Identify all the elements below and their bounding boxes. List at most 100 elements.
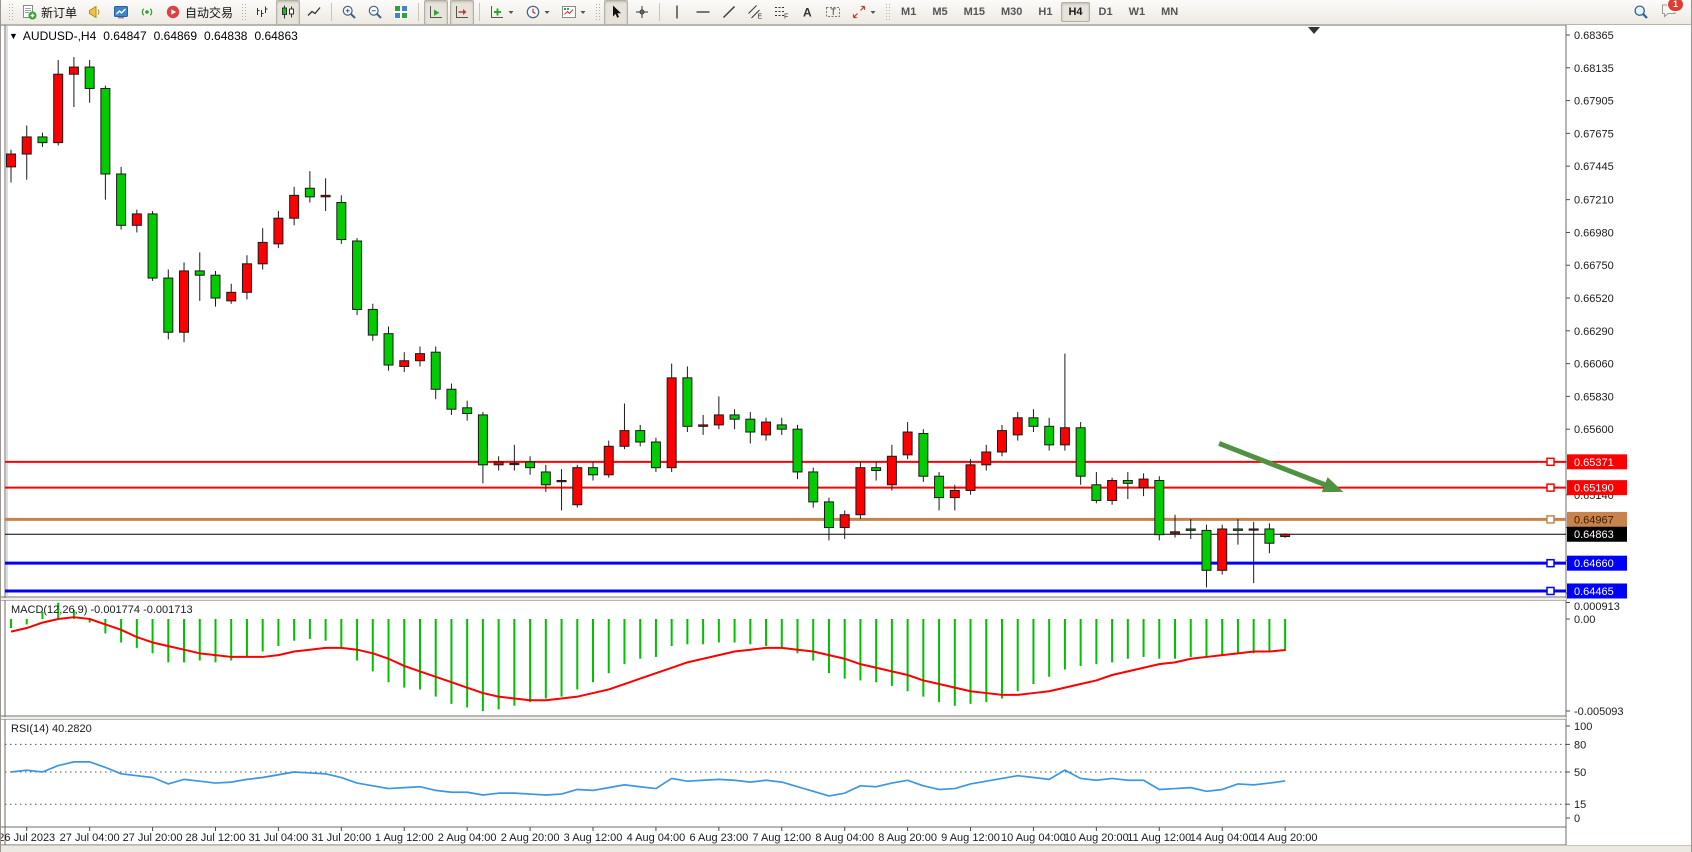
horizontal-line-button[interactable]	[691, 0, 715, 25]
svg-text:F: F	[784, 14, 788, 21]
timeframe-D1[interactable]: D1	[1098, 6, 1113, 18]
timeframe-M15[interactable]: M15	[963, 6, 985, 18]
macd-indicator-label: MACD(12,26,9) -0.001774 -0.001713	[11, 604, 193, 616]
line-handle[interactable]	[1546, 558, 1555, 568]
ohlc-open: 0.64847	[103, 29, 147, 43]
search-icon	[1633, 4, 1649, 20]
cursor-icon	[608, 4, 624, 20]
price-line-label-text: 0.64967	[1574, 514, 1614, 526]
zoom-out-button[interactable]	[363, 0, 387, 25]
toolbar-grip	[595, 3, 601, 21]
chart-window[interactable]: 0.68365 0.68135 0.67905 0.67675 0.67445 0.672…	[1, 25, 1692, 846]
vertical-line-button[interactable]	[665, 0, 689, 25]
macd-axis-label: 0.000913	[1574, 601, 1620, 613]
svg-text:A: A	[803, 6, 812, 20]
chart-canvas[interactable]: 0.68365 0.68135 0.67905 0.67675 0.67445 0.672…	[1, 25, 1692, 846]
timeframe-M5[interactable]: M5	[932, 6, 948, 18]
toolbar-separator	[659, 3, 661, 21]
chevron-down-icon[interactable]	[543, 4, 551, 20]
candle-body	[713, 414, 724, 426]
candle-body	[886, 455, 897, 486]
cursor-button[interactable]	[604, 0, 629, 25]
line-handle[interactable]	[1546, 483, 1555, 492]
line-handle[interactable]	[1546, 515, 1555, 524]
autotrading-button[interactable]: 自动交易	[161, 0, 237, 25]
line-handle[interactable]	[1546, 457, 1555, 467]
search-button[interactable]	[1629, 0, 1653, 25]
arrows-button[interactable]	[847, 0, 881, 25]
timeframe-M1[interactable]: M1	[901, 6, 917, 18]
toolbar-separator	[479, 3, 481, 21]
horizontal-lines-layer	[5, 457, 1566, 596]
price-tick: 0.66520	[1574, 293, 1614, 305]
periods-button[interactable]	[521, 0, 555, 25]
templates-button[interactable]	[557, 0, 591, 25]
candle-body	[477, 414, 488, 466]
auto-scroll-button[interactable]	[424, 0, 449, 25]
candle-body	[965, 464, 976, 491]
candle-body	[1217, 528, 1228, 571]
svg-text:T: T	[831, 7, 837, 17]
candle-body	[635, 430, 646, 443]
timeframe-H1[interactable]: H1	[1038, 6, 1053, 18]
candle-body	[588, 467, 599, 476]
chevron-down-icon[interactable]	[579, 4, 587, 20]
pane-separator[interactable]	[1, 598, 1566, 600]
candle-body	[855, 467, 866, 516]
autotrading-icon	[165, 4, 181, 20]
fibonacci-button[interactable]: F	[769, 0, 793, 25]
toolbar-grip	[8, 3, 13, 21]
tile-windows-button[interactable]	[389, 0, 413, 25]
chart-shift-button[interactable]	[450, 0, 475, 25]
new-order-button[interactable]: 新订单	[17, 0, 81, 25]
sound-button[interactable]	[83, 0, 107, 25]
ohlc-close: 0.64863	[254, 29, 298, 43]
candle-body	[446, 388, 457, 410]
trend-line-button[interactable]	[717, 0, 741, 25]
candle-body	[1044, 425, 1055, 446]
line-handle[interactable]	[1546, 586, 1555, 596]
candle-body	[1185, 528, 1196, 531]
candle-body	[131, 213, 142, 226]
pane-separator[interactable]	[1, 717, 1566, 719]
price-line-label-text: 0.64660	[1574, 558, 1614, 570]
time-axis[interactable]: 26 Jul 2023 27 Jul 04:00 27 Jul 20:00 28 Ju…	[1, 827, 1318, 844]
symbol-dropdown-icon[interactable]: ▼	[9, 31, 18, 41]
rsi-pane: 100 80 50 15 0	[5, 721, 1592, 825]
candle-body	[1248, 528, 1259, 531]
crosshair-button[interactable]	[630, 0, 654, 25]
candles-button[interactable]	[276, 0, 301, 25]
candle-body	[650, 441, 661, 469]
price-axis[interactable]: 0.68365 0.68135 0.67905 0.67675 0.67445 0.672…	[1566, 30, 1627, 600]
timeframe-W1[interactable]: W1	[1128, 6, 1146, 18]
text-label-button[interactable]: T	[821, 0, 845, 25]
timeframe-M30[interactable]: M30	[1001, 6, 1023, 18]
zoom-in-button[interactable]	[337, 0, 361, 25]
chat-button[interactable]: 1	[1660, 0, 1684, 23]
time-tick-label: 3 Aug 12:00	[564, 832, 623, 844]
candle-body	[871, 467, 882, 472]
timeframe-MN[interactable]: MN	[1161, 6, 1179, 18]
candle-body	[84, 66, 95, 89]
candle-body	[163, 277, 174, 333]
text-button[interactable]: A	[795, 0, 819, 25]
equidistant-channel-button[interactable]: E	[743, 0, 767, 25]
bar-chart-button[interactable]	[250, 0, 274, 25]
candle-body	[399, 360, 410, 367]
chart-shift-marker[interactable]	[1308, 27, 1320, 34]
chevron-down-icon[interactable]	[507, 4, 515, 20]
timeframe-H4[interactable]: H4	[1061, 2, 1090, 22]
line-chart-button[interactable]	[302, 0, 326, 25]
price-tick: 0.67675	[1574, 128, 1614, 140]
rsi-axis-label: 15	[1574, 799, 1586, 811]
ohlc-high: 0.64869	[153, 29, 198, 43]
indicators-button[interactable]	[485, 0, 519, 25]
trend-arrow[interactable]	[1218, 441, 1344, 493]
time-tick-label: 31 Jul 20:00	[311, 832, 371, 844]
candle-body	[808, 471, 819, 503]
upload-chart-button[interactable]	[109, 0, 133, 25]
signal-button[interactable]	[135, 0, 159, 25]
price-tick: 0.66980	[1574, 227, 1614, 239]
chevron-down-icon[interactable]	[869, 4, 877, 20]
